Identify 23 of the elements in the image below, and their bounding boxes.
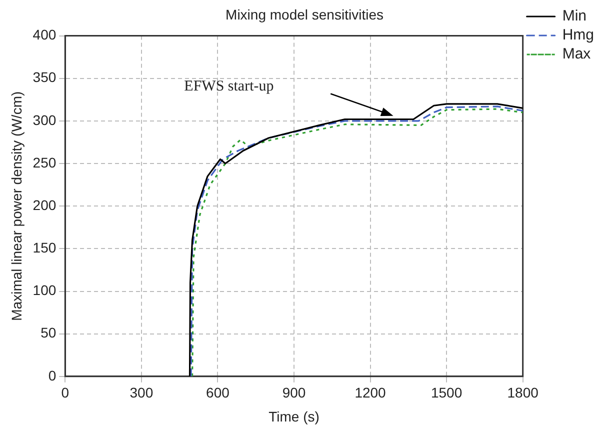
x-tick-label: 0: [61, 384, 70, 401]
y-tick-label: 300: [32, 112, 56, 128]
y-tick-label: 350: [32, 69, 56, 86]
chart-title: Mixing model sensitivities: [226, 6, 384, 22]
x-tick-label: 900: [282, 384, 306, 401]
y-axis-title: Maximal linear power density (W/cm): [8, 91, 24, 321]
x-tick-label: 600: [206, 384, 230, 401]
x-tick-label: 1800: [507, 384, 539, 401]
legend-label: Max: [562, 46, 592, 63]
y-tick-label: 50: [40, 324, 56, 341]
x-tick-label: 1500: [430, 384, 462, 401]
legend-label: Hmg: [562, 26, 594, 44]
x-tick-label: 1200: [354, 384, 386, 401]
x-axis-title: Time (s): [268, 408, 320, 424]
y-tick-label: 100: [32, 282, 56, 298]
x-tick-label: 300: [130, 384, 154, 401]
y-tick-label: 0: [48, 367, 56, 384]
y-tick-label: 400: [32, 26, 56, 43]
legend-label: Min: [562, 8, 586, 25]
y-tick-label: 250: [32, 154, 56, 170]
annotation: EFWS start-up: [184, 78, 274, 94]
y-tick-label: 200: [32, 196, 56, 213]
y-tick-label: 150: [32, 240, 56, 256]
